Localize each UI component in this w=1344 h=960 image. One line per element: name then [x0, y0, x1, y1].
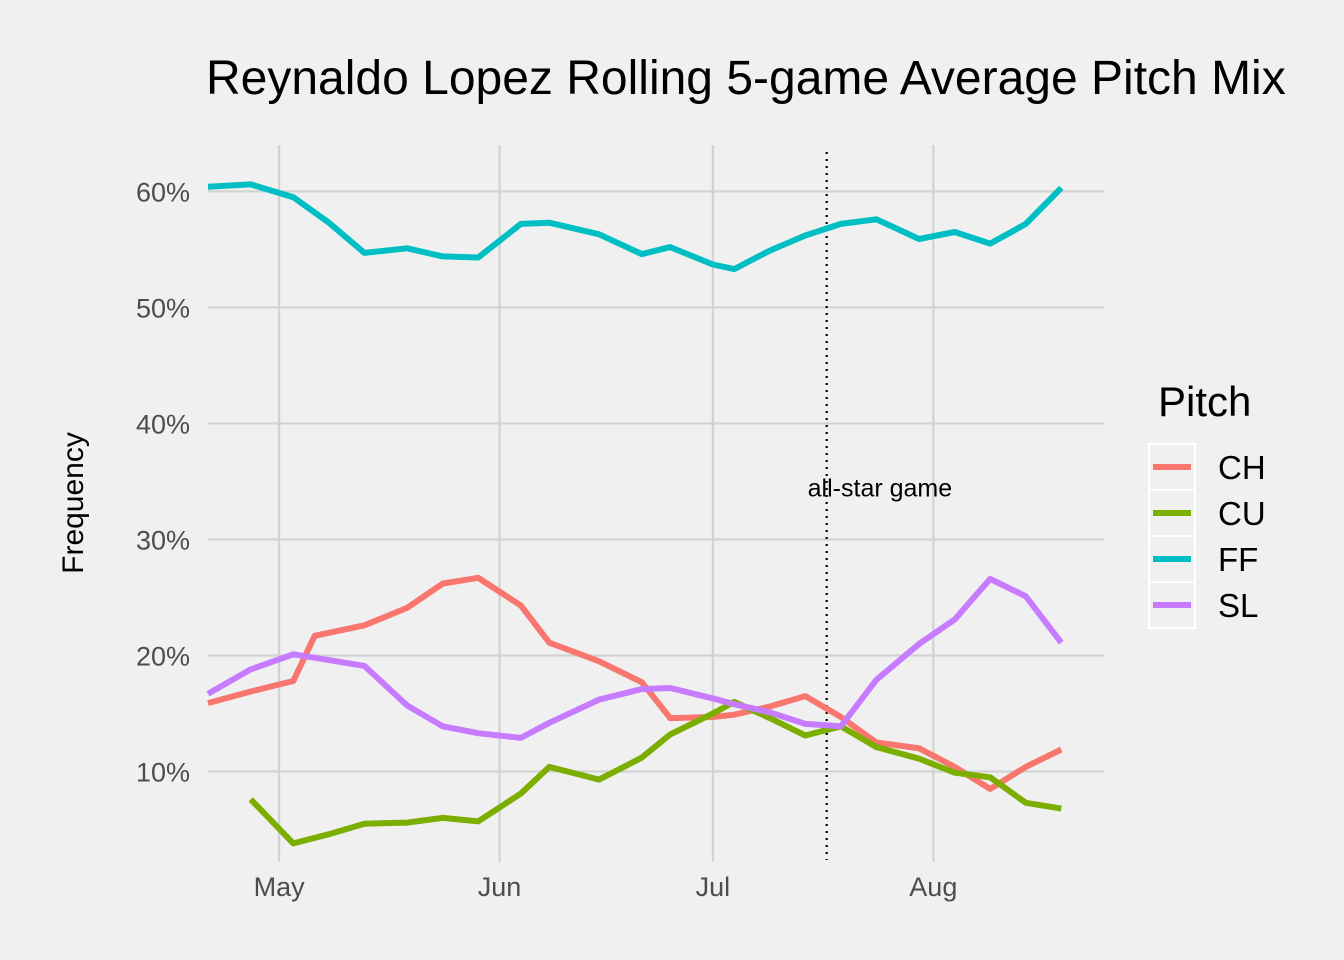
- series-line-cu: [248, 698, 1062, 847]
- x-tick-label: Aug: [909, 872, 957, 902]
- legend-label-sl: SL: [1218, 587, 1258, 624]
- y-gridlines: [208, 190, 1104, 773]
- legend: Pitch CH CU FF SL: [1148, 378, 1266, 629]
- y-tick-label: 30%: [136, 525, 190, 555]
- y-tick-labels: 10% 20% 30% 40% 50% 60%: [136, 177, 190, 787]
- series-line-sl: [206, 575, 1064, 741]
- y-tick-label: 60%: [136, 177, 190, 207]
- legend-title: Pitch: [1158, 378, 1251, 425]
- x-tick-label: May: [254, 872, 306, 902]
- series-lines: [206, 181, 1064, 847]
- y-tick-label: 10%: [136, 758, 190, 788]
- x-tick-label: Jul: [696, 872, 731, 902]
- x-tick-label: Jun: [478, 872, 522, 902]
- legend-items: CH CU FF SL: [1148, 443, 1266, 629]
- series-line-ch: [207, 574, 1063, 792]
- legend-label-cu: CU: [1218, 495, 1266, 532]
- legend-label-ch: CH: [1218, 449, 1266, 486]
- legend-label-ff: FF: [1218, 541, 1258, 578]
- y-axis-title: Frequency: [57, 432, 90, 574]
- y-tick-label: 50%: [136, 293, 190, 323]
- y-tick-label: 40%: [136, 409, 190, 439]
- chart-title: Reynaldo Lopez Rolling 5-game Average Pi…: [206, 52, 1286, 105]
- y-tick-label: 20%: [136, 641, 190, 671]
- all-star-game-label: all-star game: [808, 474, 953, 502]
- annotations: all-star game: [808, 152, 953, 860]
- series-line-ff: [207, 181, 1064, 273]
- x-tick-labels: May Jun Jul Aug: [254, 872, 958, 902]
